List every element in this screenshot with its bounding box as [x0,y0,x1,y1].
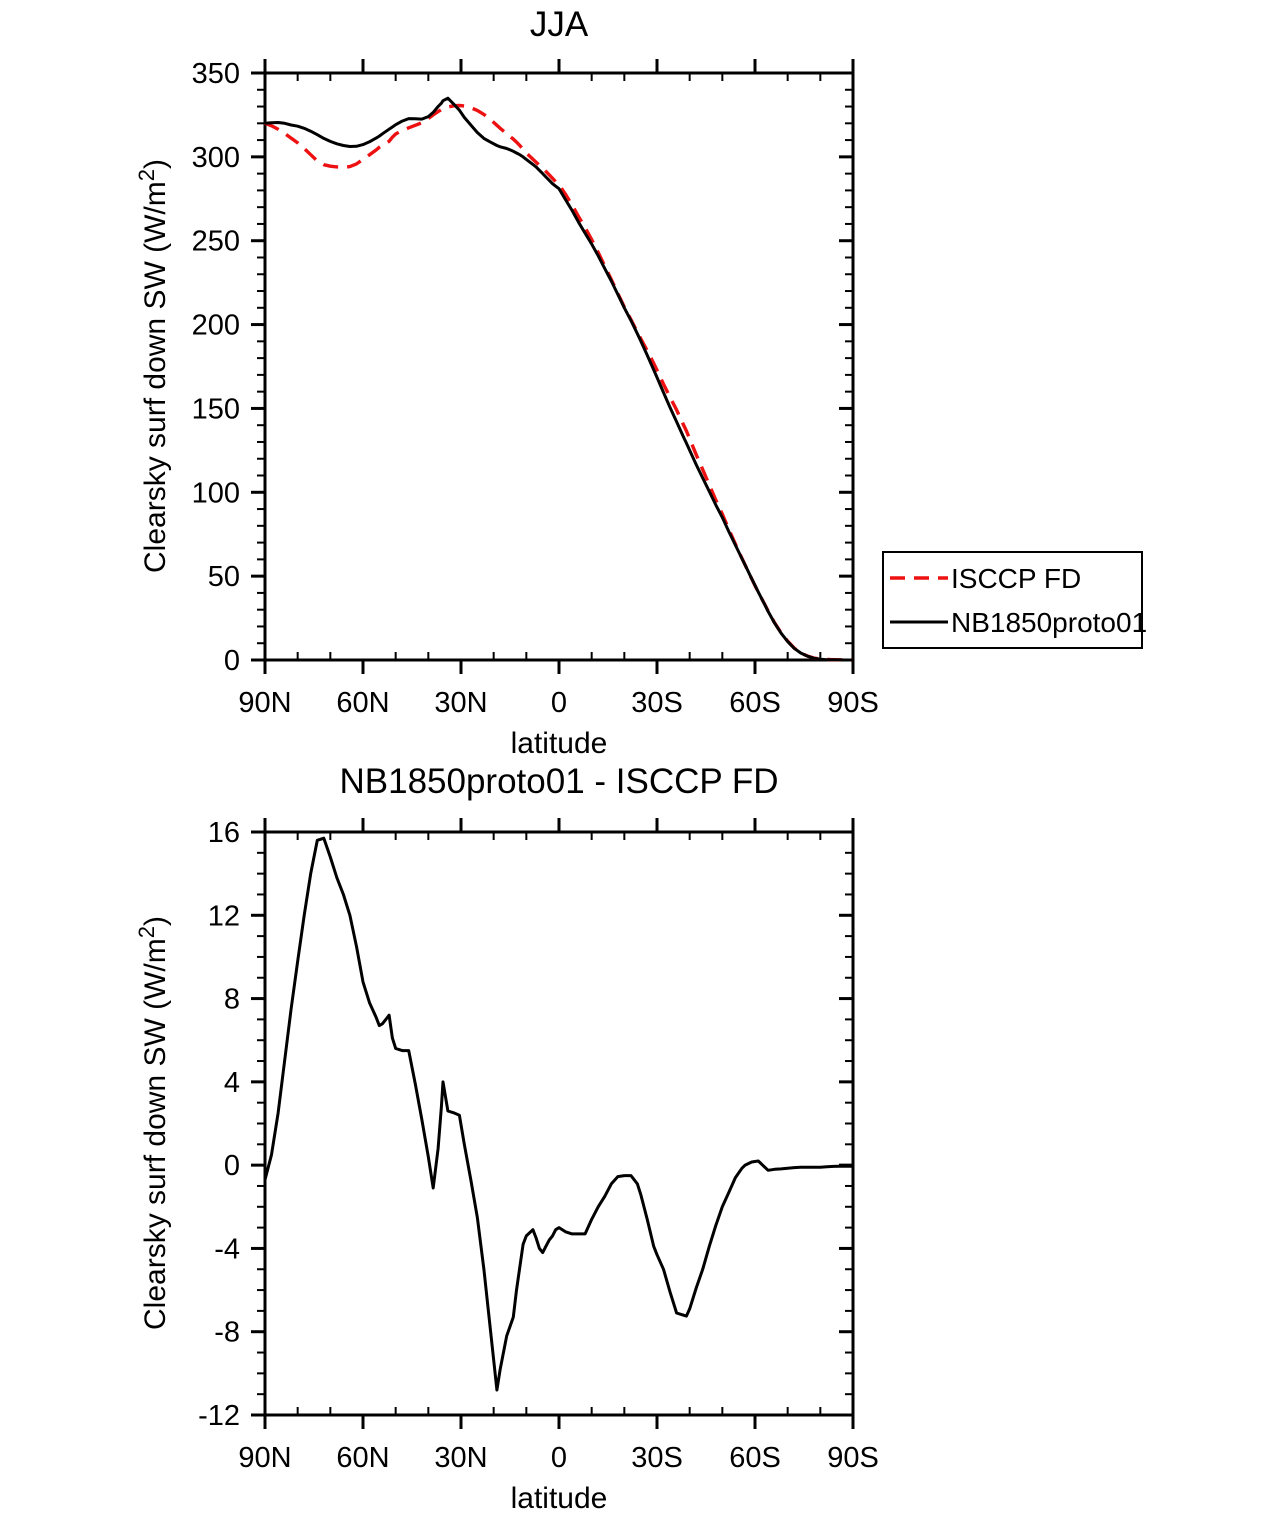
y-tick-label: 8 [224,984,240,1016]
legend-label-isccp-fd: ISCCP FD [951,563,1081,594]
top-panel: JJA 0 50 100 150 200 250 300 350 90N 60N 30N 0 30S 60… [134,5,879,760]
x-tick-label: 30N [434,1442,487,1474]
y-tick-label: 150 [192,393,240,425]
bottom-panel-title: NB1850proto01 - ISCCP FD [339,762,778,801]
x-tick-label: 0 [551,687,567,719]
y-tick-label: 300 [192,142,240,174]
y-tick-label: 200 [192,310,240,342]
top-panel-series [264,96,853,662]
y-tick-label: 16 [208,817,240,849]
y-tick-label: 50 [208,561,240,593]
x-tick-label: 60S [729,687,781,719]
series-nb1850proto01 [264,96,853,662]
y-tick-label: 100 [192,477,240,509]
x-tick-label: 90N [238,1442,291,1474]
x-tick-label: 30N [434,687,487,719]
y-tick-label: -12 [198,1400,240,1432]
bottom-panel-series [263,836,853,1392]
top-panel-axes: 0 50 100 150 200 250 300 350 90N 60N 30N 0 30S 60S 90S [192,58,879,719]
plot-frame [263,71,855,662]
bottom-panel-xlabel: latitude [511,1482,608,1515]
legend: ISCCP FD NB1850proto01 [882,551,1147,649]
series-nb1850proto01-isccp-fd [263,836,853,1392]
bottom-panel-ylabel: Clearsky surf down SW (W/m2) [134,916,172,1330]
x-tick-label: 90S [827,1442,879,1474]
legend-label-nb1850proto01: NB1850proto01 [951,607,1147,638]
x-tick-label: 30S [631,1442,683,1474]
legend-box [882,551,1143,649]
y-tick-label: 12 [208,900,240,932]
y-tick-label: -4 [214,1233,240,1265]
y-tick-label: 0 [224,645,240,677]
y-tick-label: 350 [192,58,240,90]
x-tick-label: 60S [729,1442,781,1474]
y-tick-label: 0 [224,1150,240,1182]
top-panel-title: JJA [530,5,589,44]
x-tick-label: 0 [551,1442,567,1474]
x-tick-label: 90N [238,687,291,719]
x-tick-label: 30S [631,687,683,719]
x-tick-label: 60N [336,1442,389,1474]
y-tick-label: 250 [192,226,240,258]
y-tick-label: 4 [224,1067,240,1099]
bottom-panel-axes: -12 -8 -4 0 4 8 12 16 90N 60N 30N 0 30S 60S 90S [198,817,879,1474]
top-panel-ylabel: Clearsky surf down SW (W/m2) [134,159,172,573]
top-panel-xlabel: latitude [511,727,608,760]
x-tick-label: 60N [336,687,389,719]
plot-frame [263,830,855,1417]
bottom-panel: NB1850proto01 - ISCCP FD -12 -8 -4 0 4 8 12 16 9… [134,762,879,1515]
x-tick-label: 90S [827,687,879,719]
y-tick-label: -8 [214,1317,240,1349]
